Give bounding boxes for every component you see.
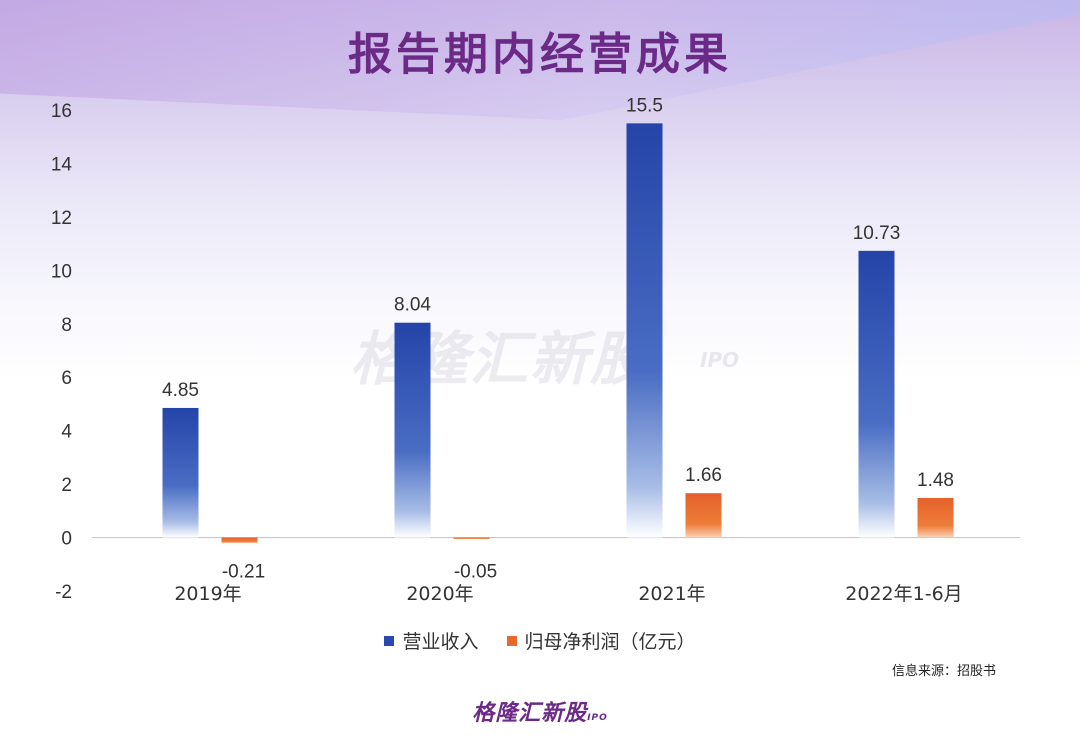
y-tick-label: 6 <box>61 368 72 389</box>
x-category-label: 2022年1-6月 <box>845 583 962 605</box>
x-category-label: 2019年 <box>174 583 241 605</box>
footer-logo: 格隆汇新股IPO <box>0 695 1080 727</box>
y-tick-label: 16 <box>51 101 72 122</box>
y-tick-label: 8 <box>61 315 72 336</box>
revenue-data-label: 15.5 <box>626 95 663 116</box>
revenue-data-label: 10.73 <box>853 223 901 244</box>
watermark-sub: IPO <box>700 348 740 372</box>
footer-brand: 格隆汇新股 <box>472 701 588 726</box>
net-profit-data-label: 1.66 <box>685 465 722 486</box>
net-profit-bar <box>917 498 954 538</box>
net-profit-data-label: -0.21 <box>222 562 265 583</box>
net-profit-bar <box>221 537 258 544</box>
y-tick-label: 12 <box>51 208 72 229</box>
legend-label-revenue: 营业收入 <box>402 631 479 653</box>
y-tick-label: 2 <box>61 475 72 496</box>
y-tick-label: 14 <box>51 154 73 175</box>
y-tick-label: 0 <box>61 529 72 550</box>
x-category-label: 2021年 <box>638 583 705 605</box>
revenue-bar <box>162 407 199 538</box>
source-note: 信息来源：招股书 <box>891 664 996 679</box>
net-profit-data-label: 1.48 <box>917 470 954 491</box>
revenue-bar <box>394 322 431 538</box>
footer-brand-sub: IPO <box>587 713 608 723</box>
legend-item-revenue: 营业收入 <box>384 627 479 654</box>
net-profit-bar <box>453 537 490 540</box>
revenue-bar <box>626 123 663 538</box>
net-profit-data-label: -0.05 <box>454 562 497 583</box>
chart-title: 报告期内经营成果 <box>348 29 732 80</box>
legend-swatch-net-profit <box>506 635 517 646</box>
revenue-data-label: 8.04 <box>394 295 431 316</box>
legend-swatch-revenue <box>384 635 395 646</box>
y-tick-label: 10 <box>51 261 72 282</box>
legend-item-net-profit: 归母净利润（亿元） <box>506 627 696 654</box>
legend-label-net-profit: 归母净利润（亿元） <box>524 631 696 653</box>
net-profit-bar <box>685 493 722 538</box>
y-tick-label: 4 <box>61 422 72 443</box>
revenue-data-label: 4.85 <box>162 380 199 401</box>
x-category-label: 2020年 <box>406 583 473 605</box>
y-tick-label: -2 <box>55 582 72 603</box>
legend: 营业收入 归母净利润（亿元） <box>0 627 1080 654</box>
revenue-bar <box>858 250 895 538</box>
